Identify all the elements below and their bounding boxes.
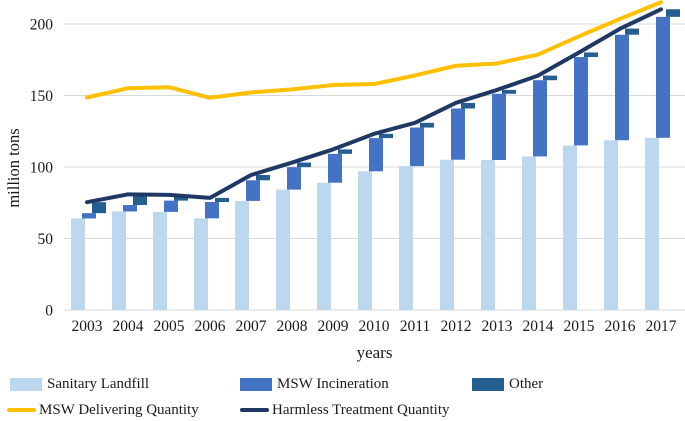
bar-sanitary-landfill	[235, 200, 249, 310]
bar-other	[338, 149, 352, 154]
x-tick-label: 2016	[605, 318, 636, 335]
x-tick-label: 2015	[564, 318, 595, 335]
bar-other	[215, 197, 229, 203]
bar-sanitary-landfill	[522, 156, 536, 310]
bar-other	[379, 133, 393, 139]
x-axis-title: years	[356, 343, 393, 362]
bar-sanitary-landfill	[194, 218, 208, 310]
bar-sanitary-landfill	[276, 189, 290, 310]
legend-item-other: Other	[472, 376, 543, 392]
y-tick-label: 150	[30, 88, 54, 105]
y-tick-label: 100	[30, 160, 54, 177]
legend-swatch-other	[472, 377, 504, 391]
legend-item-sanitary-landfill: Sanitary Landfill	[10, 376, 149, 392]
legend-swatch-msw-incineration	[240, 377, 272, 391]
bar-msw-incineration	[574, 57, 588, 146]
line-harmless-treatment-quantity	[85, 7, 663, 205]
legend-label-other: Other	[509, 376, 544, 392]
x-tick-label: 2007	[236, 318, 267, 335]
bar-sanitary-landfill	[481, 159, 495, 310]
bar-sanitary-landfill	[563, 145, 577, 310]
bar-sanitary-landfill	[71, 218, 85, 310]
bar-msw-incineration	[369, 138, 383, 172]
bar-other	[256, 175, 270, 181]
x-tick-label: 2004	[113, 318, 144, 335]
line-msw-delivering-quantity	[85, 0, 663, 100]
x-tick-label: 2012	[441, 318, 472, 335]
bar-msw-incineration	[246, 180, 260, 201]
bar-other	[461, 102, 475, 109]
bar-msw-incineration	[123, 205, 137, 212]
y-tick-label: 50	[38, 231, 54, 248]
bar-msw-incineration	[533, 80, 547, 157]
bar-sanitary-landfill	[604, 140, 618, 310]
bar-sanitary-landfill	[317, 182, 331, 310]
legend-label-msw-incineration: MSW Incineration	[277, 376, 389, 392]
bar-other	[92, 202, 106, 214]
bar-other	[297, 162, 311, 168]
bar-sanitary-landfill	[153, 211, 167, 310]
y-tick-label: 0	[45, 303, 53, 320]
bar-msw-incineration	[410, 127, 424, 167]
x-tick-label: 2005	[154, 318, 185, 335]
legend-item-harmless-treatment-quantity: Harmless Treatment Quantity	[240, 402, 449, 418]
bar-sanitary-landfill	[358, 171, 372, 310]
legend-label-sanitary-landfill: Sanitary Landfill	[47, 376, 150, 392]
chart-plot-area: 0 50 100 150 200 2003 2004 2005 2006 2007 2008 2009…	[30, 0, 685, 335]
bar-other	[584, 52, 598, 58]
y-axis-title: million tons	[4, 128, 23, 208]
x-tick-label: 2009	[318, 318, 349, 335]
bar-msw-incineration	[615, 34, 629, 141]
bar-msw-incineration	[82, 213, 96, 219]
bar-sanitary-landfill	[645, 137, 659, 310]
bar-other	[502, 89, 516, 94]
legend-item-msw-incineration: MSW Incineration	[240, 376, 389, 392]
bar-msw-incineration	[287, 167, 301, 190]
x-tick-label: 2014	[523, 318, 554, 335]
bar-msw-incineration	[492, 93, 506, 160]
bar-sanitary-landfill	[112, 211, 126, 310]
x-tick-label: 2017	[646, 318, 677, 335]
legend-swatch-harmless-treatment-quantity	[240, 408, 269, 412]
bar-sanitary-landfill	[440, 159, 454, 310]
bar-other	[625, 28, 639, 35]
bar-msw-incineration	[656, 16, 670, 138]
x-tick-label: 2008	[277, 318, 308, 335]
bar-other	[666, 9, 680, 17]
x-tick-label: 2010	[359, 318, 390, 335]
bar-msw-incineration	[328, 153, 342, 183]
x-tick-label: 2011	[400, 318, 430, 335]
x-tick-label: 2006	[195, 318, 226, 335]
bar-msw-incineration	[164, 200, 178, 212]
x-tick-label: 2003	[72, 318, 103, 335]
legend-label-harmless-treatment-quantity: Harmless Treatment Quantity	[272, 402, 450, 418]
legend-swatch-msw-delivering-quantity	[7, 408, 36, 412]
y-tick-label: 200	[30, 17, 54, 34]
x-tick-label: 2013	[482, 318, 513, 335]
legend-item-msw-delivering-quantity: MSW Delivering Quantity	[7, 402, 199, 418]
legend-label-msw-delivering-quantity: MSW Delivering Quantity	[39, 402, 199, 418]
bar-sanitary-landfill	[399, 166, 413, 310]
bar-other	[420, 122, 434, 128]
bar-other	[543, 75, 557, 81]
legend-swatch-sanitary-landfill	[10, 377, 42, 391]
bar-other	[133, 194, 147, 206]
bar-msw-incineration	[205, 202, 219, 219]
bar-msw-incineration	[451, 108, 465, 160]
